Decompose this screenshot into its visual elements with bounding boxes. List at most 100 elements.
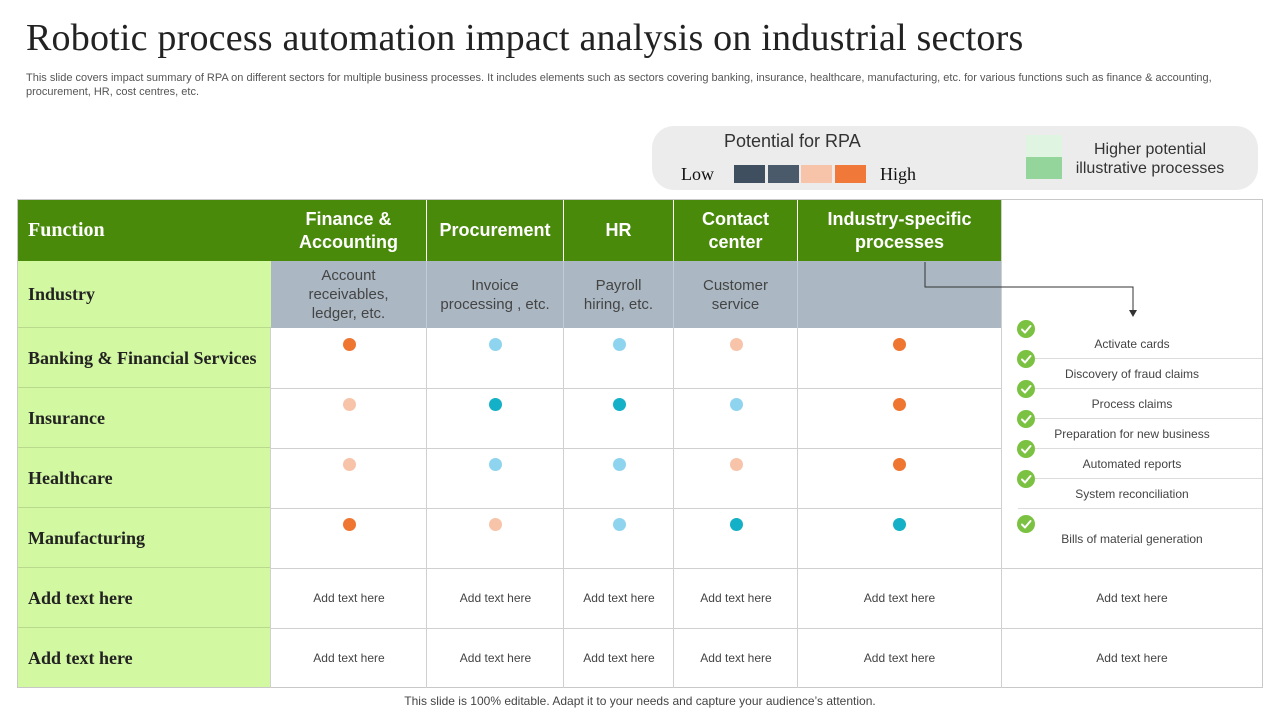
grid-line [271,388,1001,389]
placeholder-text-cell: Add text here [583,651,655,665]
check-icon [1017,380,1035,398]
grid-line [270,328,271,688]
rpa-potential-cell [798,388,1001,448]
rpa-potential-cell [564,448,674,508]
footer-note: This slide is 100% editable. Adapt it to… [404,694,876,708]
rpa-potential-dot [612,458,626,471]
placeholder-text-cell: Add text here [459,651,532,665]
check-icon [1017,320,1035,338]
header-procurement: Procurement [427,200,564,261]
rpa-potential-cell [271,448,427,508]
industry-example-hr: Payroll hiring, etc. [564,261,674,328]
check-icon [1017,410,1035,428]
rpa-potential-dot [489,398,502,411]
row-label-banking: Banking & Financial Services [18,328,271,388]
process-divider [1018,418,1262,419]
rpa-potential-cell [564,508,674,568]
legend-title: Potential for RPA [724,131,861,151]
placeholder-text-cell: Add text here [313,651,385,665]
grid-line [271,628,1262,629]
rpa-potential-dot [489,338,502,351]
rpa-potential-cell [674,448,798,508]
rpa-potential-dot [729,458,743,471]
grid-line [271,508,1001,509]
rpa-potential-dot [729,398,743,411]
placeholder-text-cell: Add text here [863,651,936,665]
placeholder-text-cell: Add text here [1096,651,1168,665]
legend-swatch-4 [835,165,866,183]
grid-line [271,568,1262,569]
row-label-healthcare: Healthcare [18,448,271,508]
check-icon [1017,440,1035,458]
check-icon [1017,515,1035,533]
header-industry-specific: Industry-specific processes [798,200,1001,261]
industry-example-contact: Customer service [674,261,798,328]
process-item: Process claims [1091,397,1173,411]
rpa-potential-dot [893,458,906,471]
grid-line [1001,200,1002,688]
legend-swatch-2 [768,165,799,183]
rpa-potential-cell [798,508,1001,568]
rpa-potential-cell [427,508,564,568]
check-icon [1017,350,1035,368]
rpa-potential-dot [612,338,626,351]
industry-example-finance: Account receivables, ledger, etc. [271,261,427,328]
placeholder-text-cell: Add text here [863,591,936,605]
process-item: Discovery of fraud claims [1064,367,1200,381]
industry-example-specific [798,261,1001,328]
rpa-potential-cell [427,388,564,448]
row-label-industry: Industry [18,261,271,328]
rpa-potential-cell [271,328,427,388]
header-contact-center: Contact center [674,200,798,261]
legend-low-label: Low [681,164,714,184]
page-subtitle: This slide covers impact summary of RPA … [26,72,1212,98]
rpa-potential-cell [427,328,564,388]
process-item: Bills of material generation [1061,532,1203,546]
rpa-potential-dot [729,338,743,351]
rpa-potential-dot [612,398,626,411]
higher-potential-swatch-dark [1026,157,1062,179]
process-divider [1018,388,1262,389]
process-divider [1018,358,1262,359]
rpa-potential-dot [729,518,743,531]
placeholder-text-cell: Add text here [1096,591,1168,605]
process-divider [1018,448,1262,449]
row-label-add-text: Add text here [18,628,271,687]
check-icon [1017,470,1035,488]
rpa-potential-cell [798,448,1001,508]
process-divider [1018,508,1262,509]
rpa-impact-table [17,199,1263,688]
rpa-potential-cell [564,328,674,388]
header-finance-accounting: Finance & Accounting [271,200,427,261]
rpa-potential-cell [798,328,1001,388]
rpa-potential-dot [893,398,906,411]
grid-line [271,448,1001,449]
process-divider [1018,478,1262,479]
placeholder-text-cell: Add text here [700,651,772,665]
placeholder-text-cell: Add text here [459,591,532,605]
process-item: System reconciliation [1075,487,1189,501]
row-label-add-text: Add text here [18,568,271,628]
row-label-insurance: Insurance [18,388,271,448]
rpa-potential-dot [893,518,906,531]
legend-swatch-1 [734,165,765,183]
rpa-potential-cell [674,388,798,448]
rpa-potential-cell [271,388,427,448]
rpa-potential-dot [342,458,356,471]
rpa-potential-cell [564,388,674,448]
rpa-potential-cell [271,508,427,568]
rpa-potential-dot [489,458,502,471]
header-function: Function [18,200,271,261]
rpa-potential-cell [674,328,798,388]
higher-potential-swatch-light [1026,135,1062,157]
placeholder-text-cell: Add text here [700,591,772,605]
higher-potential-label: Higher potential illustrative processes [1075,141,1225,177]
rpa-potential-dot [612,518,626,531]
row-label-manufacturing: Manufacturing [18,508,271,568]
rpa-potential-dot [342,518,356,531]
rpa-potential-cell [427,448,564,508]
placeholder-text-cell: Add text here [313,591,385,605]
process-item: Automated reports [1082,457,1182,471]
legend-swatch-3 [801,165,832,183]
